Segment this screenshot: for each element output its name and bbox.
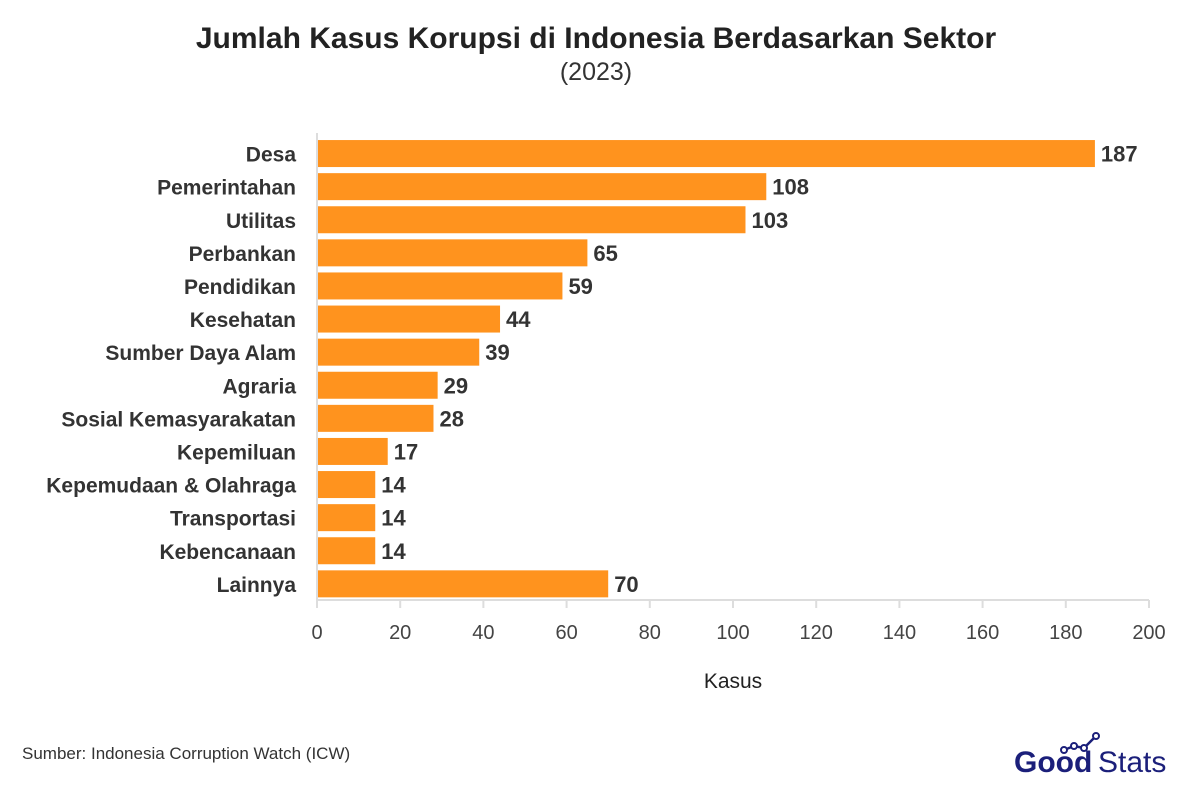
goodstats-logo: Good Stats: [1014, 732, 1166, 778]
category-label: Kebencanaan: [159, 541, 296, 564]
category-label: Kepemudaan & Olahraga: [46, 475, 296, 498]
category-label: Sosial Kemasyarakatan: [61, 408, 296, 431]
chart-subtitle: (2023): [559, 58, 633, 86]
category-label: Agraria: [222, 375, 296, 398]
x-tick-label: 60: [555, 622, 577, 644]
data-label: 14: [381, 473, 406, 498]
data-label: 187: [1101, 142, 1138, 167]
bar-chart: Desa 187 Pemerintahan 108 Utilitas 103 Perbank…: [46, 133, 1166, 693]
brand-stats-text: Stats: [1098, 746, 1166, 778]
x-tick-label: 140: [883, 622, 916, 644]
x-tick-label: 40: [472, 622, 494, 644]
x-axis-label: Kasus: [704, 670, 762, 693]
bar: [318, 570, 609, 598]
bar: [318, 537, 376, 565]
x-tick-label: 120: [800, 622, 833, 644]
bar: [318, 206, 746, 234]
data-label: 14: [381, 506, 406, 531]
bar: [318, 140, 1095, 168]
brand-trend-icon: [1060, 732, 1100, 754]
category-label: Kepemiluan: [177, 441, 296, 464]
bar: [318, 471, 376, 499]
category-label: Desa: [246, 144, 297, 167]
bar: [318, 404, 434, 432]
data-label: 70: [614, 572, 638, 597]
x-tick-label: 160: [966, 622, 999, 644]
x-tick-label: 20: [389, 622, 411, 644]
x-tick-label: 180: [1049, 622, 1082, 644]
category-label: Pendidikan: [184, 276, 296, 299]
data-label: 108: [772, 175, 809, 200]
bar: [318, 504, 376, 532]
bar: [318, 437, 388, 465]
category-label: Lainnya: [217, 574, 297, 597]
data-label: 17: [394, 439, 418, 464]
bar: [318, 371, 438, 399]
data-label: 29: [444, 373, 468, 398]
category-label: Sumber Daya Alam: [105, 342, 296, 365]
category-label: Pemerintahan: [157, 177, 296, 200]
bar: [318, 338, 480, 366]
bar: [318, 305, 501, 333]
category-label: Perbankan: [189, 243, 296, 266]
data-label: 39: [485, 340, 509, 365]
data-label: 44: [506, 307, 531, 332]
x-tick-label: 0: [311, 622, 322, 644]
chart-title: Jumlah Kasus Korupsi di Indonesia Berdas…: [195, 22, 997, 55]
bar: [318, 272, 563, 300]
x-tick-label: 80: [639, 622, 661, 644]
category-label: Transportasi: [170, 508, 296, 531]
bar: [318, 239, 588, 267]
data-label: 59: [568, 274, 592, 299]
data-label: 103: [751, 208, 788, 233]
x-tick-label: 200: [1132, 622, 1165, 644]
category-label: Kesehatan: [190, 309, 296, 332]
brand-good-text: Good: [1014, 746, 1092, 778]
data-label: 28: [439, 406, 463, 431]
bar: [318, 173, 767, 201]
category-label: Utilitas: [226, 210, 296, 233]
data-label: 65: [593, 241, 617, 266]
x-tick-label: 100: [716, 622, 749, 644]
source-note: Sumber: Indonesia Corruption Watch (ICW): [22, 744, 351, 763]
data-label: 14: [381, 539, 406, 564]
